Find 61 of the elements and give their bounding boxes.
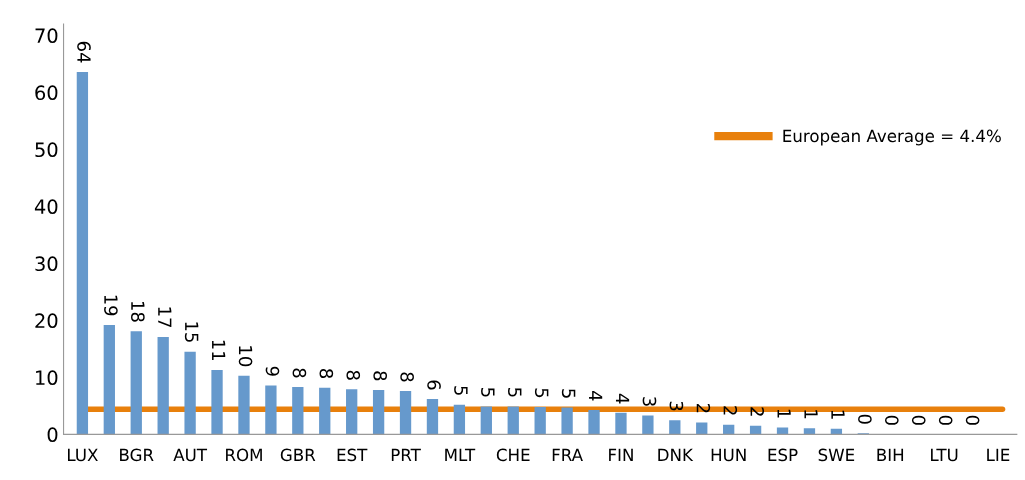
data-label: 1 xyxy=(831,410,845,419)
x-tick-label: HUN xyxy=(711,448,746,462)
y-tick-label: 40 xyxy=(34,199,58,215)
data-label: 4 xyxy=(589,390,603,401)
x-tick-label: LIE xyxy=(987,448,1010,461)
data-label: 9 xyxy=(265,366,280,376)
x-tick-label: BGR xyxy=(120,448,154,462)
data-label: 2 xyxy=(696,403,711,413)
data-label: 8 xyxy=(373,371,388,381)
x-tick-label: LTU xyxy=(931,448,958,462)
x-tick-label: PRT xyxy=(391,448,421,461)
data-label: 0 xyxy=(965,415,980,425)
x-tick-label: SWE xyxy=(818,448,855,462)
x-tick-label: DNK xyxy=(658,448,694,461)
data-label: 3 xyxy=(669,401,684,411)
data-label: 5 xyxy=(561,389,576,398)
data-label: 11 xyxy=(212,340,226,360)
data-label: 8 xyxy=(292,368,307,378)
y-tick-label: 0 xyxy=(47,427,58,443)
x-tick-label: CHE xyxy=(496,448,530,462)
data-label: 15 xyxy=(184,322,199,342)
y-tick-label: 50 xyxy=(35,142,58,158)
data-label: 8 xyxy=(346,370,361,380)
x-tick-label: FIN xyxy=(609,448,633,461)
data-label: 0 xyxy=(858,414,872,424)
x-tick-label: LUX xyxy=(68,448,98,462)
x-tick-label: MLT xyxy=(445,448,476,461)
data-label: 10 xyxy=(238,346,253,367)
x-tick-label: ROM xyxy=(226,448,262,462)
y-tick-label: 30 xyxy=(35,256,58,272)
data-label: 2 xyxy=(723,406,738,415)
x-tick-label: BIH xyxy=(877,448,904,461)
y-tick-label: 60 xyxy=(35,85,58,101)
data-label: 4 xyxy=(615,393,630,404)
data-label: 17 xyxy=(158,307,172,328)
y-tick-label: 10 xyxy=(36,370,58,386)
x-tick-label: FRA xyxy=(552,448,583,461)
x-tick-label: EST xyxy=(337,448,368,462)
legend-label: European Average = 4.4% xyxy=(783,129,1001,146)
data-label: 8 xyxy=(400,372,414,382)
data-label: 19 xyxy=(104,295,118,316)
data-label: 8 xyxy=(319,369,334,379)
data-label: 0 xyxy=(885,415,899,425)
x-tick-label: AUT xyxy=(173,448,208,462)
data-label: 0 xyxy=(938,415,953,425)
data-label: 18 xyxy=(131,301,145,322)
y-tick-label: 20 xyxy=(35,313,58,329)
data-label: 2 xyxy=(750,407,765,416)
data-label: 1 xyxy=(804,410,818,419)
y-tick-label: 70 xyxy=(35,28,58,44)
data-label: 6 xyxy=(427,380,441,390)
data-label: 0 xyxy=(911,415,926,425)
x-tick-label: GBR xyxy=(280,448,316,462)
data-label: 1 xyxy=(777,409,791,418)
data-label: 5 xyxy=(481,388,495,397)
data-label: 64 xyxy=(77,41,91,63)
data-label: 5 xyxy=(508,388,522,397)
data-label: 5 xyxy=(534,388,549,398)
x-tick-label: ESP xyxy=(768,448,798,462)
data-label: 3 xyxy=(642,397,657,406)
data-label: 5 xyxy=(454,386,468,395)
